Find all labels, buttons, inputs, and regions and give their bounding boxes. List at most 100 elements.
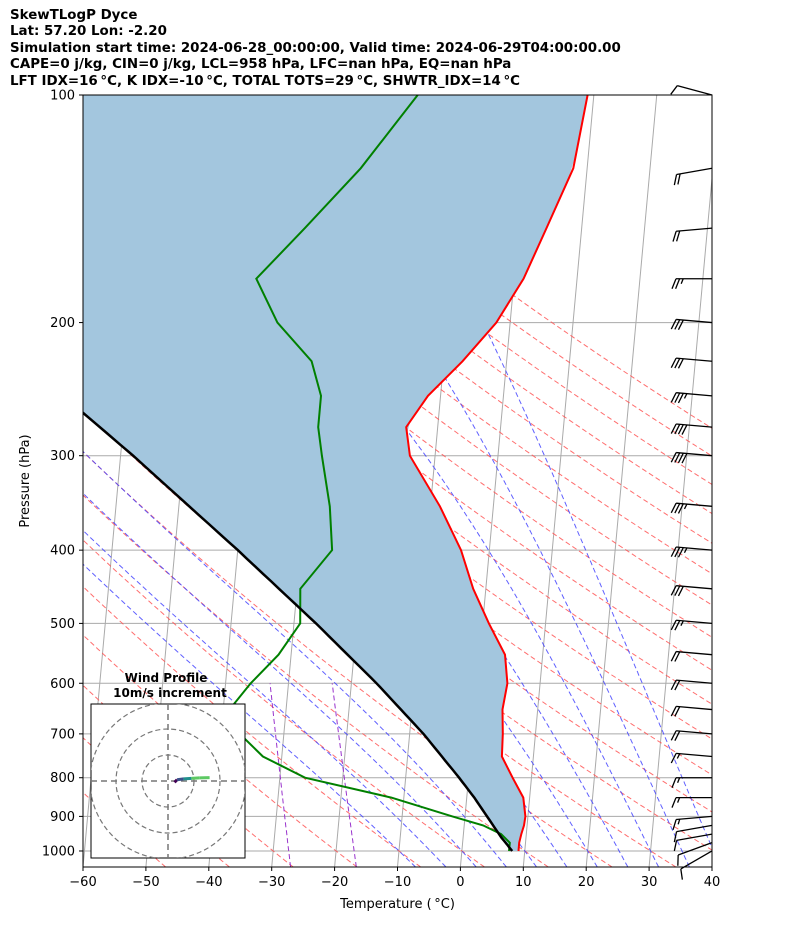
dry-adiabat [256, 95, 712, 429]
wind-barb-staff [677, 842, 713, 856]
hodograph-plot [91, 704, 245, 858]
y-tick-label: 1000 [42, 844, 75, 859]
dry-adiabat [83, 494, 549, 867]
wind-barb-flag [677, 586, 684, 597]
indices-line: LFT IDX=16 °C, K IDX=-10 °C, TOTAL TOTS=… [10, 73, 521, 89]
hodograph-segment [176, 777, 184, 782]
wind-barb-flag [674, 651, 681, 662]
dry-adiabat [83, 585, 422, 867]
wind-barb-flag [677, 358, 684, 369]
x-tick-label: −30 [258, 875, 285, 890]
moist-adiabat [350, 95, 712, 849]
wind-barb-flag [670, 452, 677, 463]
wind-barb [670, 619, 713, 631]
wind-barb-staff [676, 679, 713, 684]
wind-barb-flag [677, 173, 681, 185]
wind-barb-flag [677, 424, 684, 435]
wind-barb-half-flag [683, 547, 688, 554]
wind-barb-flag [673, 831, 678, 843]
dry-adiabat [83, 634, 358, 867]
wind-barb-flag [671, 797, 677, 808]
x-tick-label: 40 [704, 875, 721, 890]
mixing-ratio-line [269, 683, 292, 867]
wind-barb-flag [674, 424, 681, 435]
wind-barb [670, 451, 713, 464]
wind-barb-half-flag [680, 620, 684, 626]
wind-barb-flag [672, 231, 677, 242]
isotherm-gridline [522, 95, 595, 867]
wind-barb [670, 85, 713, 96]
wind-barb-flag [672, 819, 677, 831]
wind-barb-staff [676, 833, 713, 842]
moist-adiabat [85, 95, 660, 867]
wind-barb-flag [670, 651, 677, 662]
y-axis-label: Pressure (hPa) [18, 434, 33, 527]
chart-title: SkewTLogP Dyce [10, 8, 138, 23]
wind-barb-staff [676, 824, 713, 833]
wind-barb [673, 824, 713, 843]
y-tick-label: 400 [50, 544, 75, 559]
wind-barb-flag [674, 319, 681, 330]
dry-adiabat [83, 451, 613, 867]
wind-barb-flag [674, 680, 681, 691]
wind-barb-staff [676, 705, 713, 711]
wind-barb-staff [676, 619, 713, 625]
hodograph-subtitle: 10m/s increment [113, 686, 227, 700]
wind-barb [670, 502, 713, 514]
wind-barb [677, 842, 713, 866]
x-tick-label: 0 [456, 875, 464, 890]
wind-barb-flag [675, 230, 681, 242]
wind-barb-staff [676, 650, 713, 656]
moist-adiabat [83, 194, 629, 867]
wind-barb-staff [676, 502, 713, 507]
wind-barb [670, 705, 713, 717]
wind-barb [672, 227, 713, 242]
moist-adiabat [83, 492, 477, 867]
dewpoint-line [228, 95, 511, 852]
dry-adiabat [158, 95, 712, 515]
wind-barb-staff [676, 546, 713, 551]
wind-barb-flag [674, 358, 681, 369]
wind-barb-flag [670, 706, 677, 717]
hodograph-segment [183, 776, 192, 781]
x-tick-label: 20 [578, 875, 595, 890]
y-tick-label: 800 [50, 771, 75, 786]
wind-barb-flag [674, 706, 681, 717]
wind-barb-flag [674, 585, 681, 596]
wind-barb-flag [674, 620, 681, 631]
wind-barb-flag [677, 393, 684, 404]
wind-barb [673, 833, 713, 852]
wind-barb-half-flag [676, 777, 681, 783]
wind-barb [671, 796, 712, 808]
wind-barb-flag [670, 730, 677, 741]
wind-barb-flag [674, 452, 681, 463]
wind-barb-flag [674, 392, 681, 403]
y-tick-label: 300 [50, 449, 75, 464]
wind-barb [680, 850, 713, 880]
x-tick-label: −10 [384, 875, 411, 890]
moist-adiabat [83, 529, 447, 867]
wind-barb-staff [676, 392, 713, 397]
wind-barb-staff [676, 357, 713, 362]
wind-barb [670, 423, 713, 435]
x-tick-label: −40 [195, 875, 222, 890]
isotherm-gridline [648, 173, 712, 867]
wind-barb [670, 650, 713, 662]
time-line: Simulation start time: 2024-06-28_00:00:… [10, 40, 621, 56]
wind-barb-half-flag [683, 503, 688, 510]
wind-barb-flag [673, 840, 678, 852]
axes: −60 −50 −40 −30 −20 −10 0 10 20 30 40 1000 900 800 700… [42, 89, 720, 891]
wind-barb-half-flag [677, 819, 681, 825]
wind-barb [670, 318, 713, 330]
isotherm-gridline [585, 95, 658, 867]
wind-barb-flag [670, 357, 677, 369]
wind-barb-staff [676, 167, 713, 176]
dry-adiabat [125, 95, 712, 544]
wind-barb-flag [670, 319, 677, 330]
wind-barb-flag [670, 679, 677, 691]
wind-barb [671, 777, 712, 788]
chart-header: SkewTLogP Dyce Lat: 57.20 Lon: -2.20 Sim… [10, 8, 621, 90]
wind-barb-staff [676, 423, 713, 428]
